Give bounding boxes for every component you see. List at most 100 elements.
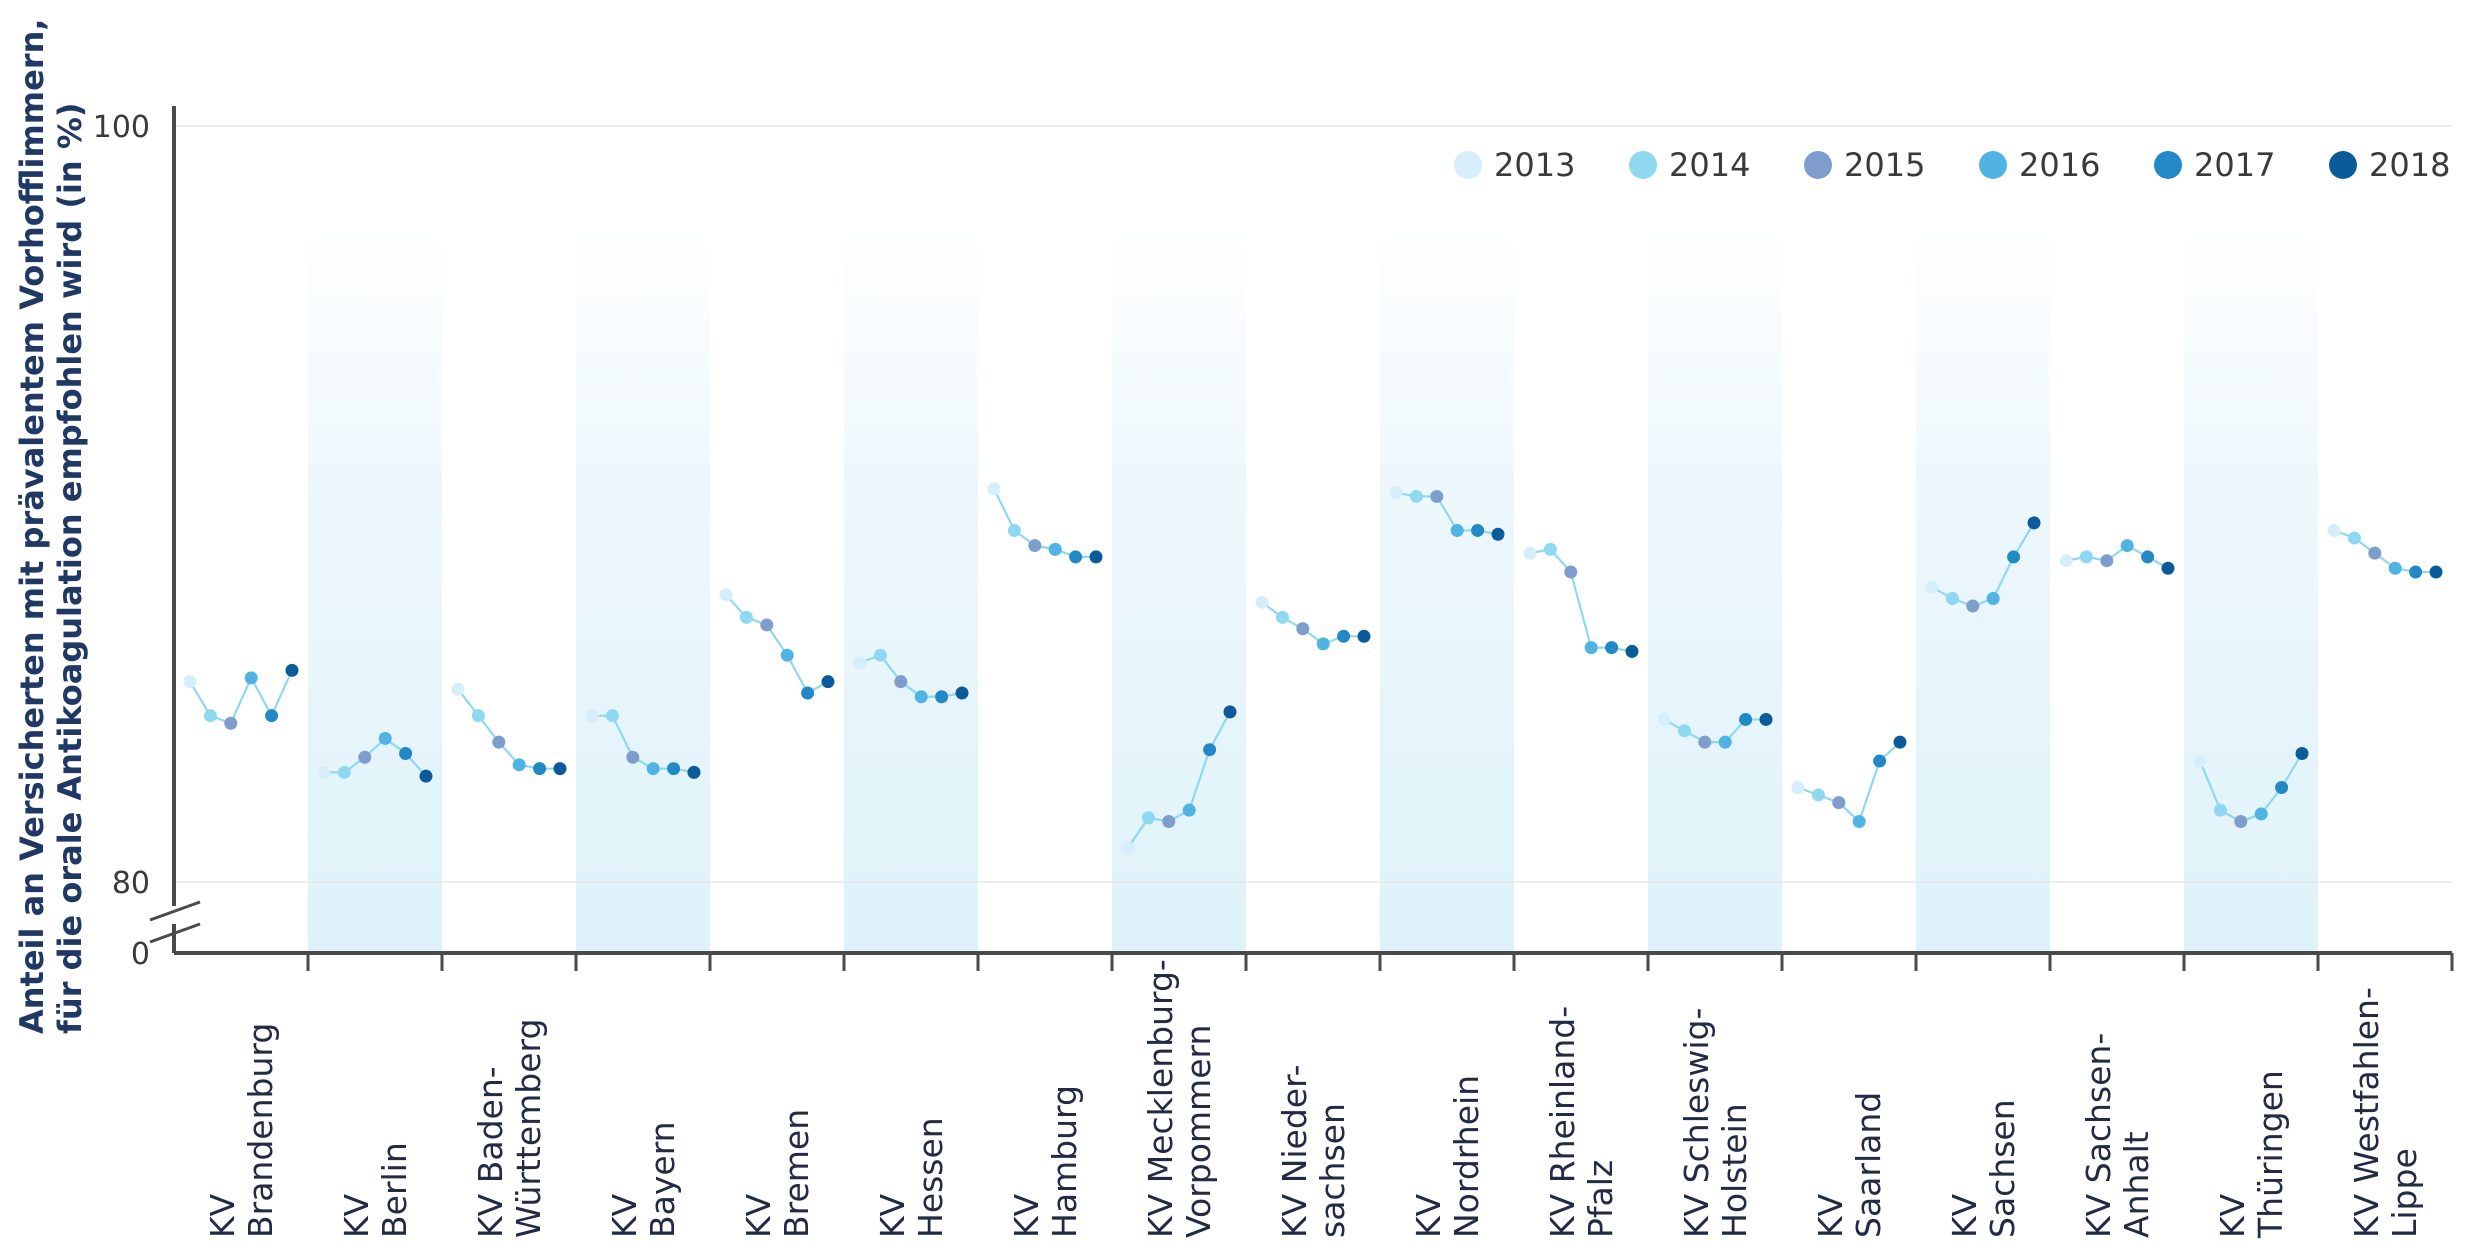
category-label: KV Baden- Württemberg bbox=[471, 1019, 548, 1238]
category-series bbox=[1657, 712, 1773, 749]
data-point-2015 bbox=[1296, 622, 1310, 636]
legend-label: 2014 bbox=[1669, 146, 1750, 184]
category-label-line: KV Mecklenburg- bbox=[1141, 959, 1180, 1238]
data-point-2016 bbox=[512, 758, 526, 772]
legend-marker bbox=[2329, 151, 2357, 179]
data-point-2013 bbox=[1925, 580, 1939, 594]
data-point-2017 bbox=[1605, 641, 1619, 655]
data-point-2014 bbox=[873, 648, 887, 662]
category-series bbox=[451, 682, 567, 776]
data-point-2018 bbox=[955, 686, 969, 700]
data-point-2013 bbox=[585, 709, 599, 723]
data-point-2017 bbox=[2007, 550, 2021, 564]
legend-marker bbox=[1804, 151, 1832, 179]
category-label-line: KV Sachsen- bbox=[2079, 1033, 2118, 1238]
data-point-2013 bbox=[2193, 754, 2207, 768]
category-label-line: Nordrhein bbox=[1447, 1075, 1486, 1238]
category-series bbox=[987, 482, 1103, 564]
y-tick-label: 80 bbox=[112, 866, 150, 901]
axis-break-mark bbox=[149, 922, 201, 944]
data-point-2016 bbox=[1450, 523, 1464, 537]
category-label: KV Nieder-sachsen bbox=[1275, 1065, 1352, 1238]
legend-label: 2013 bbox=[1494, 146, 1575, 184]
category-label: KV Brandenburg bbox=[203, 1023, 280, 1238]
legend-marker bbox=[1454, 151, 1482, 179]
data-point-2017 bbox=[2275, 781, 2289, 794]
category-label: KV Nordrhein bbox=[1409, 1075, 1486, 1238]
category-label-line: Holstein bbox=[1715, 1103, 1754, 1238]
category-label-line: Hamburg bbox=[1045, 1085, 1084, 1238]
category-label-line: KV bbox=[1409, 1193, 1448, 1238]
data-point-2016 bbox=[1316, 637, 1330, 651]
data-point-2016 bbox=[1182, 803, 1196, 817]
data-point-2016 bbox=[914, 690, 928, 704]
category-label: KV Hessen bbox=[873, 1117, 950, 1238]
data-point-2013 bbox=[183, 675, 197, 689]
category-label: KV Saarland bbox=[1811, 1092, 1888, 1238]
category-bands bbox=[308, 228, 2318, 953]
category-series bbox=[1791, 735, 1907, 829]
data-point-2018 bbox=[1893, 735, 1907, 749]
data-point-2013 bbox=[1389, 486, 1403, 500]
category-label-line: Pfalz bbox=[1581, 1160, 1620, 1238]
category-label: KV Sachsen- Anhalt bbox=[2079, 1033, 2156, 1238]
data-point-2017 bbox=[1069, 550, 1083, 564]
legend-item-2016: 2016 bbox=[1979, 146, 2100, 184]
y-tick-label: 100 bbox=[93, 110, 150, 145]
data-point-2015 bbox=[2234, 815, 2248, 829]
data-point-2014 bbox=[2079, 550, 2093, 564]
category-series bbox=[1523, 542, 1639, 658]
category-label-line: Sachsen bbox=[1983, 1099, 2022, 1238]
category-band bbox=[1648, 228, 1782, 953]
data-point-2016 bbox=[1584, 641, 1598, 655]
data-point-2018 bbox=[1357, 629, 1371, 643]
data-point-2013 bbox=[2327, 523, 2341, 537]
category-label: KV Westfahlen- Lippe bbox=[2347, 987, 2424, 1238]
data-point-2014 bbox=[1141, 811, 1155, 825]
data-point-2014 bbox=[2213, 803, 2227, 817]
data-point-2018 bbox=[2429, 565, 2443, 579]
category-label-line: KV Schleswig- bbox=[1677, 1008, 1716, 1238]
category-series bbox=[1121, 705, 1237, 855]
data-point-2015 bbox=[2100, 554, 2114, 568]
category-label-line: KV bbox=[739, 1193, 778, 1238]
category-series bbox=[585, 709, 701, 779]
data-point-2017 bbox=[1203, 743, 1217, 757]
category-label: KV Hamburg bbox=[1007, 1085, 1084, 1238]
data-point-2016 bbox=[2388, 561, 2402, 575]
y-axis-label-line: Anteil an Versicherten mit prävalentem V… bbox=[13, 18, 51, 1034]
data-point-2013 bbox=[1121, 841, 1135, 855]
category-series bbox=[1925, 516, 2041, 613]
category-label-line: KV bbox=[1945, 1193, 1984, 1238]
data-point-2016 bbox=[1986, 592, 2000, 605]
category-label-line: KV Westfahlen- bbox=[2347, 987, 2386, 1238]
data-point-2015 bbox=[1430, 489, 1444, 503]
data-point-2017 bbox=[1471, 523, 1485, 537]
category-label: KV Bayern bbox=[605, 1121, 682, 1238]
legend-item-2013: 2013 bbox=[1454, 146, 1575, 184]
category-band bbox=[1112, 228, 1246, 953]
data-point-2015 bbox=[358, 750, 372, 764]
legend-label: 2015 bbox=[1844, 146, 1925, 184]
data-point-2014 bbox=[1677, 724, 1691, 738]
data-point-2014 bbox=[1945, 592, 1959, 605]
data-point-2013 bbox=[1791, 781, 1805, 794]
data-point-2018 bbox=[687, 765, 701, 779]
category-band bbox=[844, 228, 978, 953]
category-series bbox=[1255, 595, 1371, 651]
data-point-2016 bbox=[1048, 542, 1062, 556]
series-lines bbox=[183, 482, 2443, 855]
data-point-2018 bbox=[1089, 550, 1103, 564]
category-band bbox=[308, 228, 442, 953]
data-point-2018 bbox=[419, 769, 433, 783]
category-label-line: Saarland bbox=[1849, 1092, 1888, 1238]
category-label-line: sachsen bbox=[1313, 1103, 1352, 1238]
data-point-2016 bbox=[1718, 735, 1732, 749]
data-point-2014 bbox=[739, 610, 753, 624]
category-label: KV Schleswig- Holstein bbox=[1677, 1008, 1754, 1238]
legend: 2013 2014 2015 2016 2017 2018 bbox=[1454, 146, 2450, 184]
data-point-2017 bbox=[801, 686, 815, 700]
data-point-2018 bbox=[285, 663, 299, 677]
data-point-2014 bbox=[203, 709, 217, 723]
